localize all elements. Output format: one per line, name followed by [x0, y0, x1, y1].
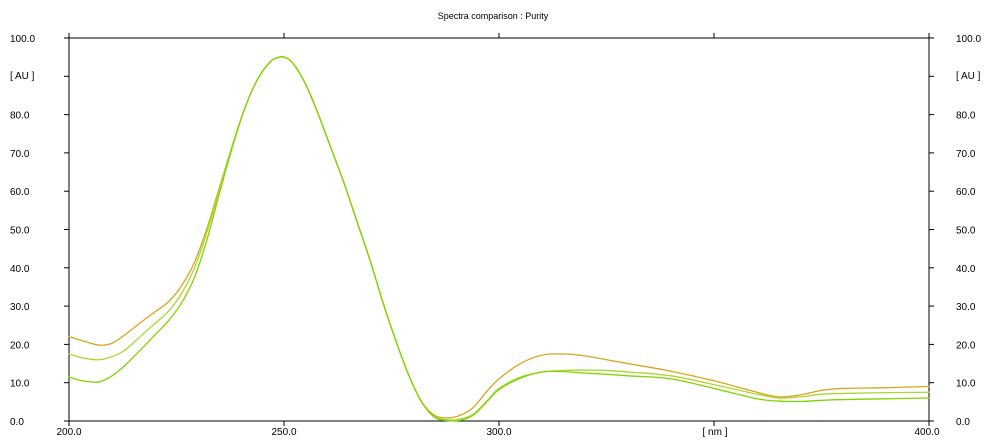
y-tick-label-right: 70.0: [956, 149, 976, 160]
axis-ticks: 0.0 0.0 10.0 10.0 20.0 20.0 30.0 30.0 40.0 40.0 50…: [10, 33, 981, 438]
chart-title: Spectra comparison : Purity: [438, 11, 549, 21]
y-tick-label-right: 60.0: [956, 187, 976, 198]
y-tick-label-left: 40.0: [10, 264, 30, 275]
x-tick-label: 400.0: [914, 427, 939, 438]
y-tick-label-right: 100.0: [956, 34, 981, 45]
y-tick-label-right: 30.0: [956, 302, 976, 313]
spectrum-line-3: [69, 57, 929, 421]
y-tick-label-left: 20.0: [10, 340, 30, 351]
y-tick-label-right: 50.0: [956, 226, 976, 237]
y-tick-label-left: 0.0: [10, 417, 24, 428]
y-tick-label-left: 70.0: [10, 149, 30, 160]
y-tick-label-left: 100.0: [10, 34, 35, 45]
x-tick-label: 200.0: [56, 427, 81, 438]
y-tick-label-right: 80.0: [956, 111, 976, 122]
x-tick-label: 250.0: [271, 427, 296, 438]
y-tick-label-left: 80.0: [10, 111, 30, 122]
y-tick-label-left: 30.0: [10, 302, 30, 313]
spectrum-line-2: [69, 57, 929, 421]
y-tick-label-left: 60.0: [10, 187, 30, 198]
y-unit-label-left: [ AU ]: [10, 71, 35, 82]
y-tick-label-left: 50.0: [10, 226, 30, 237]
y-unit-label-right: [ AU ]: [956, 71, 981, 82]
y-tick-label-left: 10.0: [10, 379, 30, 390]
series-lines: [69, 57, 929, 421]
spectrum-line-1: [69, 57, 929, 418]
x-unit-label: [ nm ]: [702, 427, 727, 438]
y-tick-label-right: 20.0: [956, 340, 976, 351]
y-tick-label-right: 10.0: [956, 379, 976, 390]
y-tick-label-right: 0.0: [956, 417, 970, 428]
x-tick-label: 300.0: [486, 427, 511, 438]
y-tick-label-right: 40.0: [956, 264, 976, 275]
